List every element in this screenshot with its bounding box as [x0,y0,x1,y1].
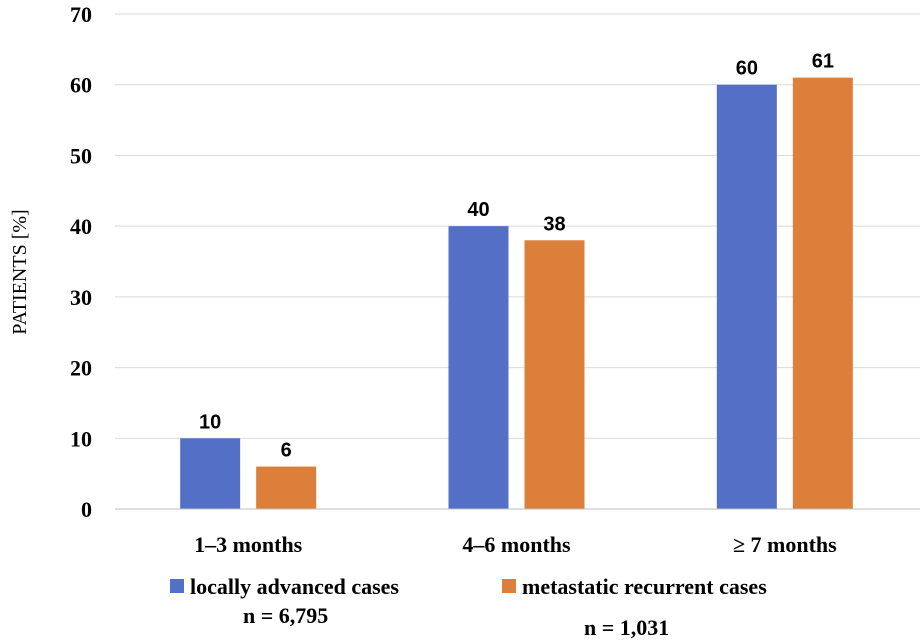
data-label-locally-advanced-cases-1-3-months: 10 [199,411,221,433]
bar-locally-advanced-cases-4-6-months [448,226,509,509]
bar-locally-advanced-cases-7-months [716,84,777,509]
data-label-metastatic-recurrent-cases-4-6-months: 38 [543,213,565,235]
bar-layer [180,77,853,510]
legend-item-locally-advanced: locally advanced cases n = 6,795 [170,574,399,628]
legend-swatch-locally-advanced [170,579,184,593]
bar-metastatic-recurrent-cases-7-months [792,77,853,510]
data-label-locally-advanced-cases-4-6-months: 40 [467,199,489,221]
data-label-locally-advanced-cases-7-months: 60 [736,58,758,80]
legend-item-metastatic-recurrent: metastatic recurrent cases n = 1,031 [502,574,767,640]
legend-swatch-metastatic-recurrent [502,579,516,593]
grid-layer [115,13,920,439]
y-tick-label: 0 [81,497,92,522]
x-tick-label-layer: 1–3 months 4–6 months ≥ 7 months [194,532,837,557]
y-tick-label: 50 [70,143,92,168]
y-tick-label: 20 [70,356,92,381]
data-label-layer: 10 6 40 38 60 61 [199,51,834,462]
y-tick-label: 30 [70,285,92,310]
y-tick-label: 10 [70,426,92,451]
x-tick-label: 1–3 months [194,532,303,557]
x-tick-label: 4–6 months [462,532,571,557]
legend-label-locally-advanced: locally advanced cases [190,574,399,599]
legend-n-metastatic-recurrent: n = 1,031 [584,615,669,640]
legend-label-metastatic-recurrent: metastatic recurrent cases [522,574,767,599]
x-tick-label: ≥ 7 months [733,532,837,557]
y-tick-layer: 0 10 20 30 40 50 60 70 [70,2,92,522]
legend-n-locally-advanced: n = 6,795 [243,603,328,628]
data-label-metastatic-recurrent-cases-1-3-months: 6 [281,440,292,462]
bar-metastatic-recurrent-cases-1-3-months [256,466,317,509]
data-label-metastatic-recurrent-cases-7-months: 61 [812,51,834,73]
y-tick-label: 70 [70,2,92,27]
y-axis-label: PATIENTS [%] [9,209,31,334]
bar-metastatic-recurrent-cases-4-6-months [524,240,585,510]
legend: locally advanced cases n = 6,795 metasta… [170,574,767,640]
bar-locally-advanced-cases-1-3-months [180,438,241,509]
y-tick-label: 40 [70,214,92,239]
y-tick-label: 60 [70,73,92,98]
